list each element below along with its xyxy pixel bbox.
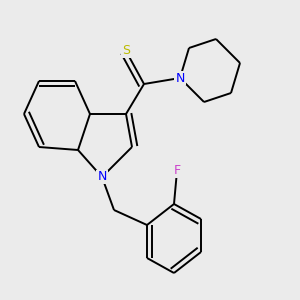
Text: N: N bbox=[97, 170, 107, 184]
Text: S: S bbox=[122, 44, 130, 58]
Text: N: N bbox=[175, 71, 185, 85]
Text: F: F bbox=[173, 164, 181, 178]
